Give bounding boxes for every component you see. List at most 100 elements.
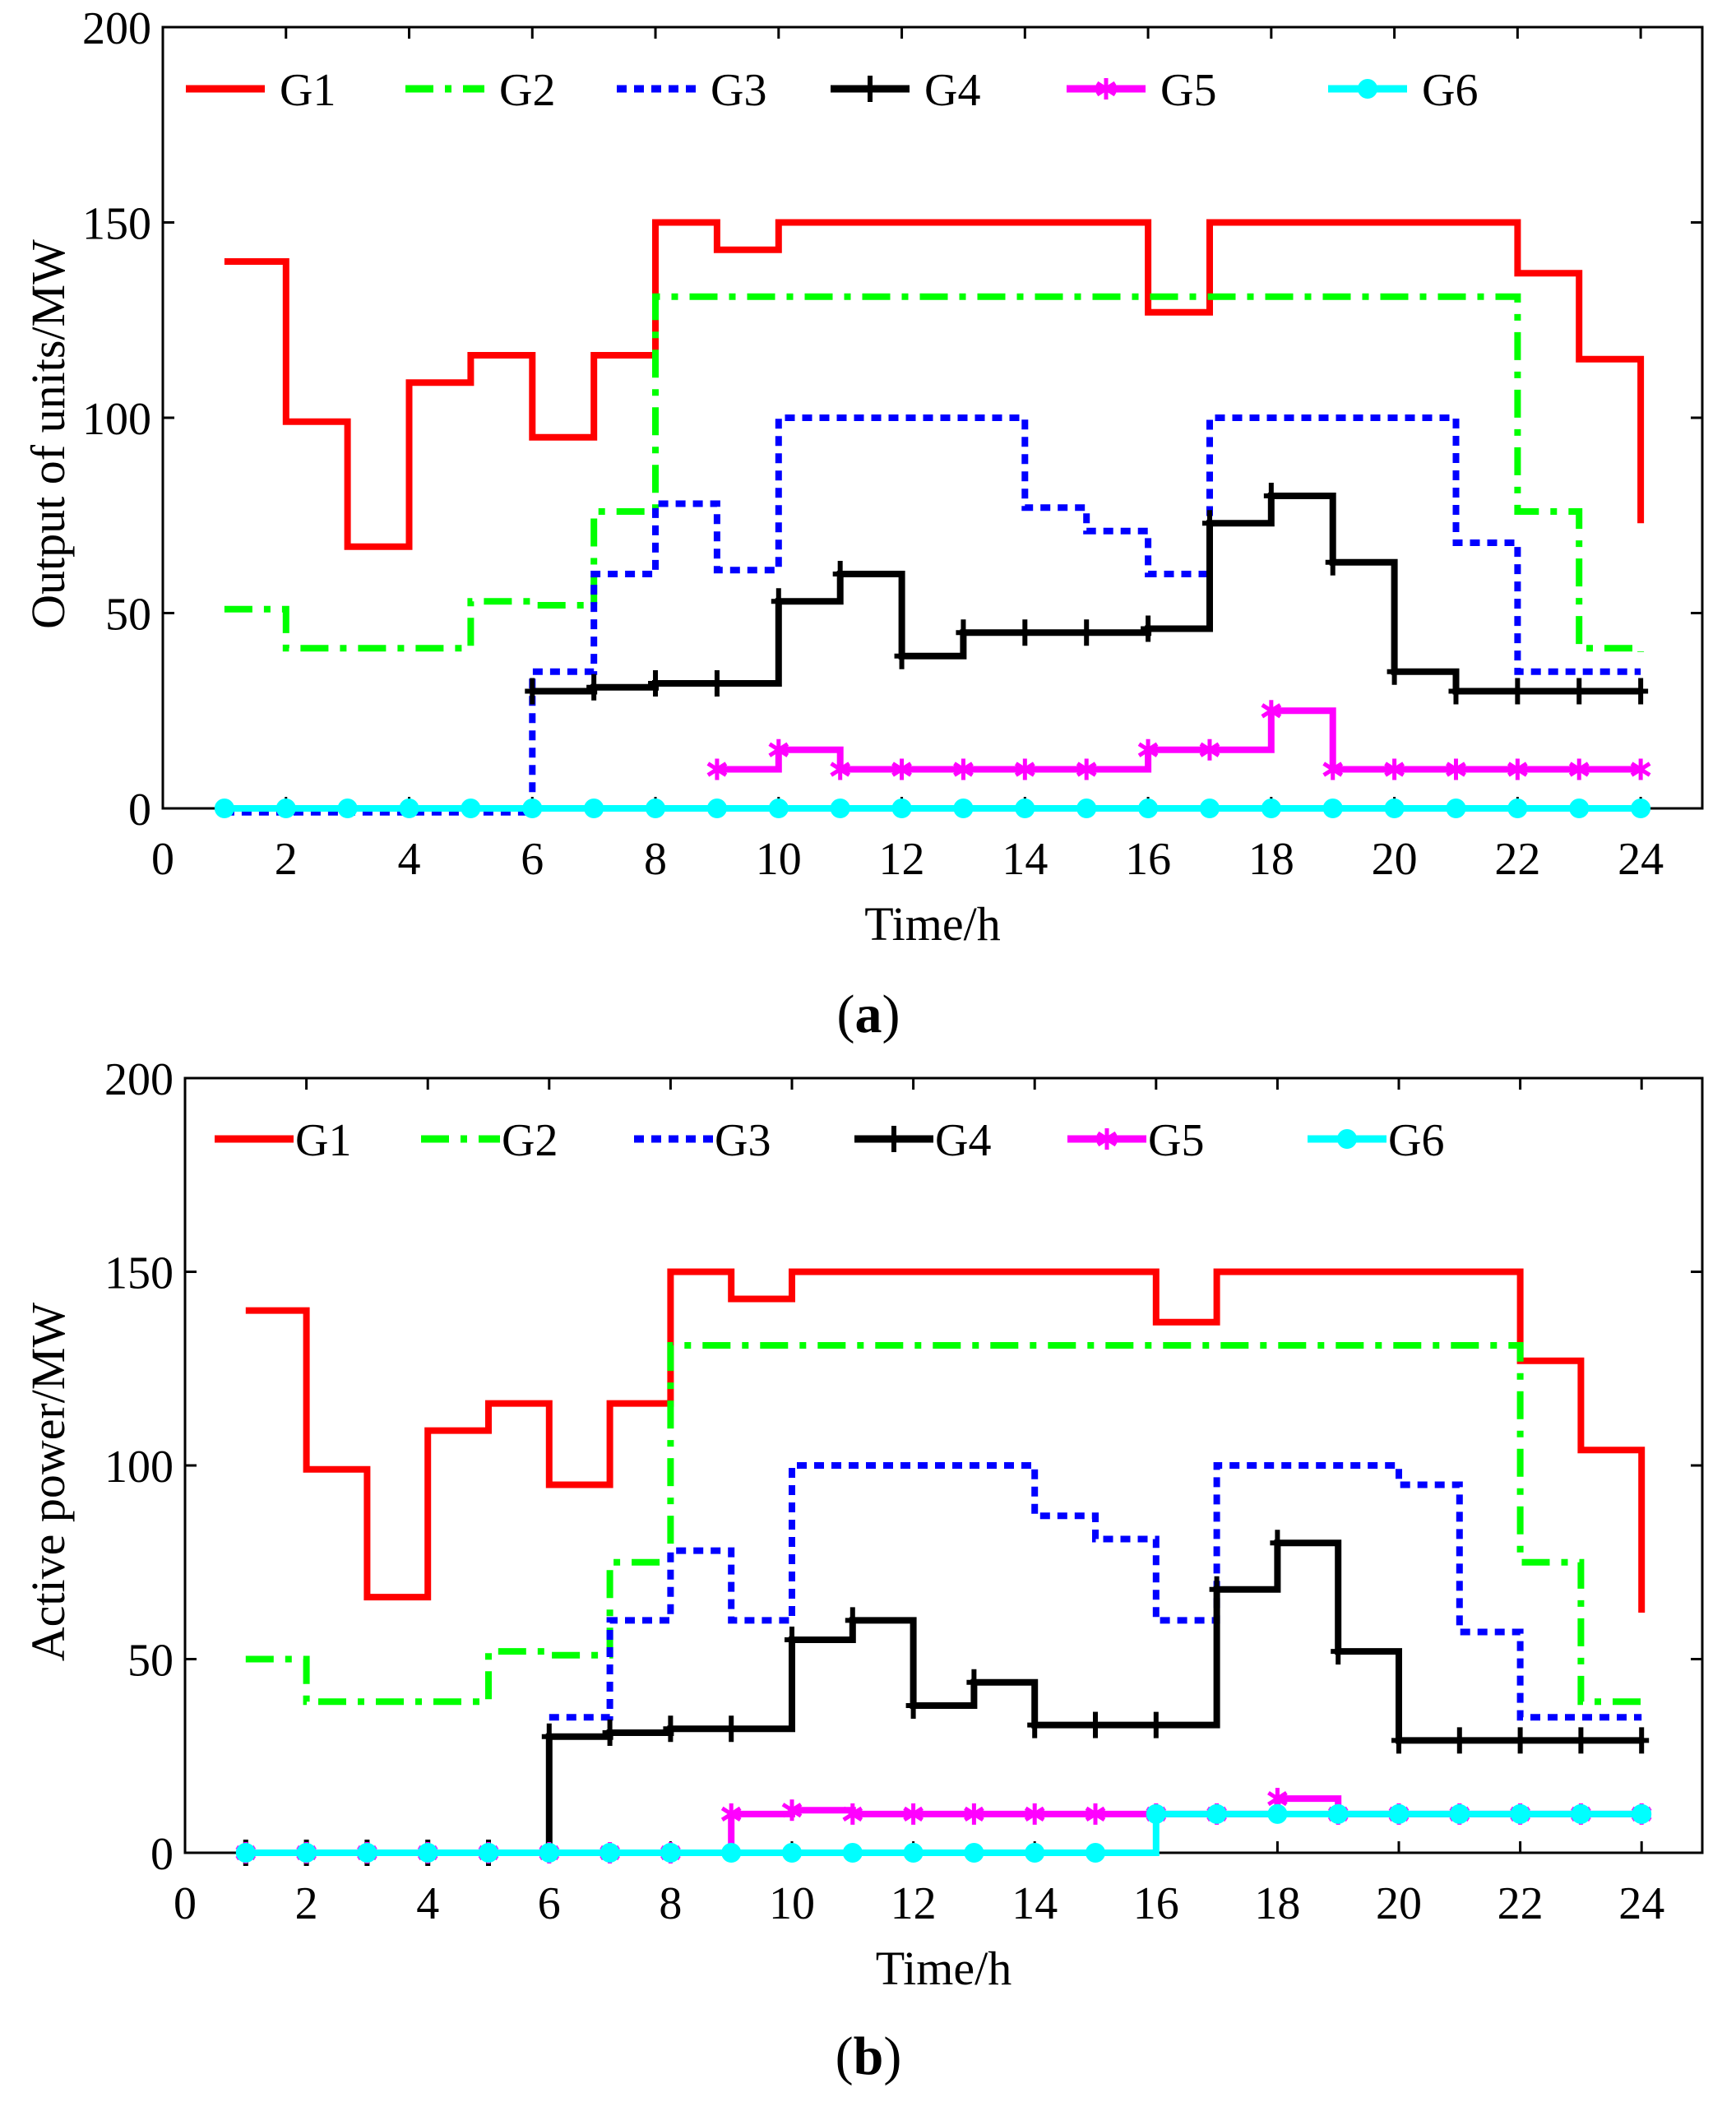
x-tick-label: 10: [756, 834, 802, 885]
marker-G6: [337, 799, 358, 818]
legend-label-G3: G3: [715, 1115, 771, 1166]
marker-G5-d2: [830, 762, 851, 777]
y-tick-label: 100: [104, 1442, 174, 1493]
marker-G6: [275, 799, 296, 818]
marker-G6: [418, 1843, 438, 1863]
marker-G6: [522, 799, 543, 818]
legend-marker-G5-d2: [1095, 81, 1117, 97]
x-tick-label: 6: [521, 834, 544, 885]
legend-label-G1: G1: [280, 65, 336, 116]
legend: G1 G2 G3 G4 G5 G6: [215, 1115, 1444, 1166]
x-tick-label: 14: [1002, 834, 1048, 885]
marker-G5-d2: [1014, 762, 1035, 777]
marker-G6: [706, 799, 727, 818]
marker-G5-d2: [706, 762, 728, 777]
legend-label-G3: G3: [711, 65, 766, 116]
marker-G6: [903, 1843, 924, 1863]
marker-G5-d2: [1199, 742, 1220, 757]
x-tick-label: 14: [1012, 1878, 1058, 1929]
marker-G6: [1015, 799, 1035, 818]
x-tick-label: 18: [1254, 1878, 1300, 1929]
series-G6: [214, 799, 1651, 818]
marker-G6: [584, 799, 604, 818]
x-tick-label: 16: [1125, 834, 1171, 885]
marker-G6: [782, 1843, 802, 1863]
x-tick-label: 6: [538, 1878, 561, 1929]
chart-panel-a: 0 2 4 6 8 10 12 14 16 18 20 22 24050100150200Time/hO…: [21, 3, 1704, 1044]
marker-G6: [235, 1843, 256, 1863]
marker-G6: [1322, 799, 1343, 818]
x-tick-label: 0: [151, 834, 174, 885]
marker-G6: [646, 799, 666, 818]
marker-G6: [721, 1843, 742, 1863]
marker-G6: [1569, 799, 1590, 818]
x-tick-label: 0: [174, 1878, 197, 1929]
marker-G6: [296, 1843, 317, 1863]
marker-G6: [830, 799, 850, 818]
marker-G5-d2: [891, 762, 912, 777]
series-line-G1: [245, 1268, 1646, 1613]
marker-G5-d2: [1267, 1790, 1288, 1807]
legend-marker-G6: [1337, 1129, 1357, 1149]
marker-G6: [1632, 1803, 1652, 1824]
marker-G6: [539, 1843, 559, 1863]
marker-G6: [1389, 1803, 1409, 1824]
marker-G6: [357, 1843, 377, 1863]
legend-label-G6: G6: [1388, 1115, 1444, 1166]
marker-G5-d2: [1446, 762, 1466, 777]
marker-G6: [1146, 1803, 1166, 1824]
x-tick-label: 22: [1494, 834, 1540, 885]
marker-G6: [1199, 799, 1220, 818]
marker-G6: [1571, 1803, 1591, 1824]
y-tick-label: 100: [82, 394, 151, 445]
series-line-G2: [224, 293, 1645, 652]
y-tick-label: 200: [82, 3, 151, 54]
marker-G5-d2: [1384, 762, 1405, 777]
marker-G6: [768, 799, 789, 818]
marker-G6: [842, 1843, 863, 1863]
marker-G5-d2: [953, 762, 974, 777]
legend-marker-G6: [1358, 79, 1377, 99]
legend-label-G5: G5: [1160, 65, 1216, 116]
marker-G5-d2: [1630, 762, 1651, 777]
marker-G5-d2: [1322, 762, 1344, 777]
series-G2: [224, 293, 1645, 652]
marker-G6: [479, 1843, 498, 1863]
y-tick-label: 150: [104, 1248, 174, 1299]
x-tick-label: 24: [1618, 834, 1664, 885]
marker-G6: [1025, 1843, 1045, 1863]
marker-G6: [953, 799, 974, 818]
marker-G6: [1086, 1843, 1105, 1863]
legend-label-G4: G4: [935, 1115, 991, 1166]
marker-G6: [1384, 799, 1405, 818]
marker-G6: [214, 799, 234, 818]
x-tick-label: 8: [659, 1878, 682, 1929]
marker-G6: [1206, 1803, 1227, 1824]
chart-panel-b: 0 2 4 6 8 10 12 14 16 18 20 22 24050100150200Time/hA…: [21, 1054, 1704, 2086]
legend-label-G5: G5: [1148, 1115, 1204, 1166]
series-G6: [235, 1803, 1652, 1863]
series-line-G1: [224, 219, 1645, 550]
x-tick-label: 18: [1248, 834, 1294, 885]
marker-G6: [1076, 799, 1097, 818]
x-tick-label: 10: [769, 1878, 815, 1929]
x-tick-label: 4: [398, 834, 421, 885]
x-tick-label: 24: [1618, 1878, 1664, 1929]
marker-G5-d2: [768, 742, 789, 757]
legend-label-G6: G6: [1422, 65, 1478, 116]
marker-G6: [461, 799, 481, 818]
x-tick-label: 22: [1498, 1878, 1544, 1929]
series-line-G4: [245, 1539, 1642, 1856]
marker-G6: [1446, 799, 1466, 818]
y-tick-label: 0: [128, 785, 151, 836]
panel-caption: (a): [837, 984, 900, 1044]
x-tick-label: 20: [1372, 834, 1418, 885]
legend: G1 G2 G3 G4 G5 G6: [186, 65, 1478, 116]
marker-G6: [891, 799, 912, 818]
marker-G6: [1449, 1803, 1470, 1824]
marker-G5-d2: [1507, 762, 1528, 777]
legend-marker-G5-d2: [1096, 1131, 1118, 1147]
marker-G6: [599, 1843, 620, 1863]
marker-G6: [1631, 799, 1651, 818]
